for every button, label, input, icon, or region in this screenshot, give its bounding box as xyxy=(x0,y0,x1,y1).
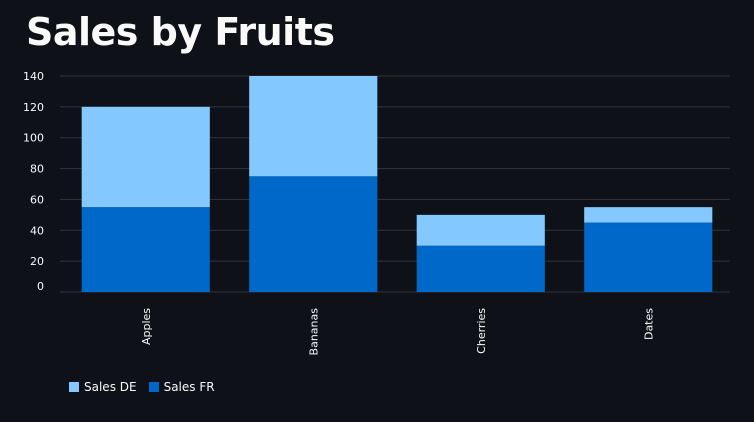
bar-apples-sales-de[interactable] xyxy=(81,106,210,208)
y-axis-tick-labels: 0 20 40 60 80 100 120 140 xyxy=(23,70,44,293)
bar-bananas-sales-fr[interactable] xyxy=(249,176,378,292)
y-tick-label: 60 xyxy=(30,193,44,206)
x-tick-label-dates: Dates xyxy=(642,308,655,340)
x-tick-label-cherries: Cherries xyxy=(475,308,488,354)
legend-item-sales-de[interactable]: Sales DE xyxy=(69,380,137,394)
x-tick-label-apples: Apples xyxy=(140,308,153,345)
x-tick-label-bananas: Bananas xyxy=(307,308,320,356)
bar-cherries-sales-fr[interactable] xyxy=(416,245,545,292)
legend-swatch-sales-de xyxy=(69,382,79,392)
y-tick-label: 100 xyxy=(23,132,44,145)
chart-legend: Sales DE Sales FR xyxy=(69,380,215,394)
bars xyxy=(81,76,713,292)
legend-swatch-sales-fr xyxy=(148,382,159,392)
chart-title: Sales by Fruits xyxy=(26,10,335,54)
legend-label-sales-de: Sales DE xyxy=(84,380,137,394)
legend-item-sales-fr[interactable]: Sales FR xyxy=(148,380,215,394)
y-tick-label: 0 xyxy=(37,280,44,293)
y-tick-label: 40 xyxy=(30,224,44,237)
x-axis-tick-labels: Apples Bananas Cherries Dates xyxy=(140,308,656,356)
y-tick-label: 140 xyxy=(23,70,44,83)
bar-dates-sales-fr[interactable] xyxy=(584,222,713,292)
y-tick-label: 80 xyxy=(30,163,44,176)
bar-apples-sales-fr[interactable] xyxy=(81,207,210,292)
bar-dates-sales-de[interactable] xyxy=(584,207,713,223)
legend-label-sales-fr: Sales FR xyxy=(163,380,215,394)
y-tick-label: 120 xyxy=(23,101,44,114)
bar-bananas-sales-de[interactable] xyxy=(249,76,378,177)
y-tick-label: 20 xyxy=(30,255,44,268)
bar-cherries-sales-de[interactable] xyxy=(416,214,545,246)
